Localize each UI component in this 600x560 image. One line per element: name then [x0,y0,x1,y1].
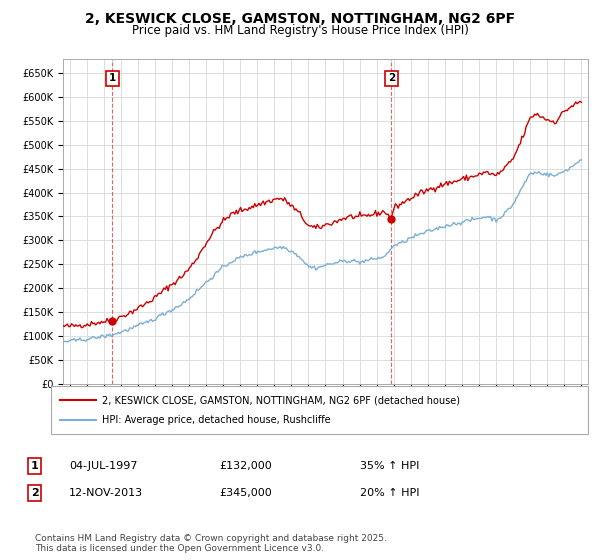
Text: 2, KESWICK CLOSE, GAMSTON, NOTTINGHAM, NG2 6PF: 2, KESWICK CLOSE, GAMSTON, NOTTINGHAM, N… [85,12,515,26]
Text: 2: 2 [388,73,395,83]
Text: 04-JUL-1997: 04-JUL-1997 [69,461,137,471]
Text: 12-NOV-2013: 12-NOV-2013 [69,488,143,498]
Text: Contains HM Land Registry data © Crown copyright and database right 2025.
This d: Contains HM Land Registry data © Crown c… [35,534,386,553]
Text: 35% ↑ HPI: 35% ↑ HPI [360,461,419,471]
Text: 20% ↑ HPI: 20% ↑ HPI [360,488,419,498]
Text: £132,000: £132,000 [219,461,272,471]
Text: £345,000: £345,000 [219,488,272,498]
Text: 1: 1 [31,461,38,471]
Text: Price paid vs. HM Land Registry's House Price Index (HPI): Price paid vs. HM Land Registry's House … [131,24,469,36]
Text: HPI: Average price, detached house, Rushcliffe: HPI: Average price, detached house, Rush… [102,415,331,425]
Text: 2: 2 [31,488,38,498]
Text: 2, KESWICK CLOSE, GAMSTON, NOTTINGHAM, NG2 6PF (detached house): 2, KESWICK CLOSE, GAMSTON, NOTTINGHAM, N… [102,395,460,405]
Text: 1: 1 [109,73,116,83]
